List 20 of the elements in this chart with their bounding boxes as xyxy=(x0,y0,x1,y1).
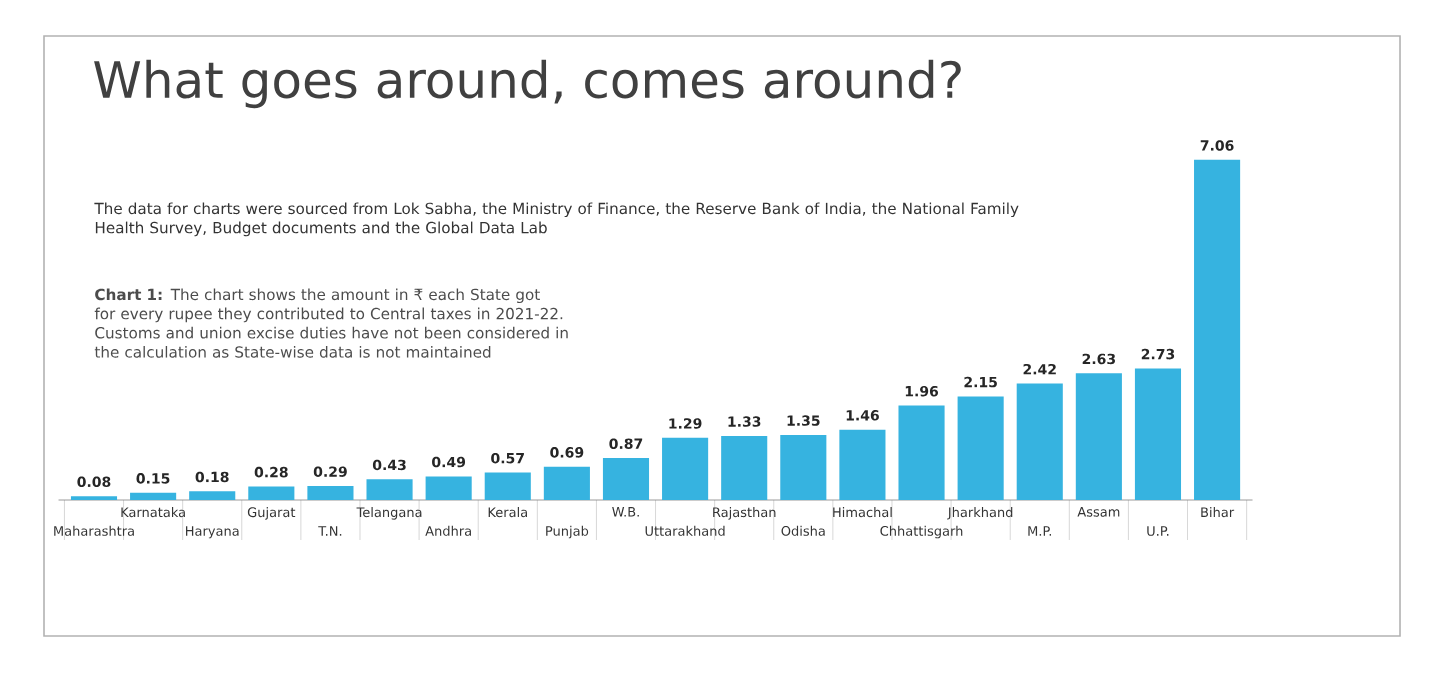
bar xyxy=(780,434,827,500)
bar xyxy=(602,458,650,500)
bar xyxy=(248,486,295,500)
bar xyxy=(543,466,590,500)
bar xyxy=(1194,159,1241,500)
bar xyxy=(366,479,413,500)
bar xyxy=(425,476,472,500)
bar xyxy=(662,437,709,500)
chart-title: What goes around, comes around? xyxy=(94,59,961,109)
bar xyxy=(1016,383,1063,500)
bar xyxy=(1075,373,1122,500)
bar xyxy=(839,429,886,500)
bar xyxy=(957,396,1004,500)
bar xyxy=(130,492,177,500)
bar xyxy=(898,405,945,500)
bar xyxy=(307,486,354,500)
bar xyxy=(484,472,531,500)
bar xyxy=(1134,368,1182,500)
bar xyxy=(189,491,236,500)
bar xyxy=(721,435,768,500)
